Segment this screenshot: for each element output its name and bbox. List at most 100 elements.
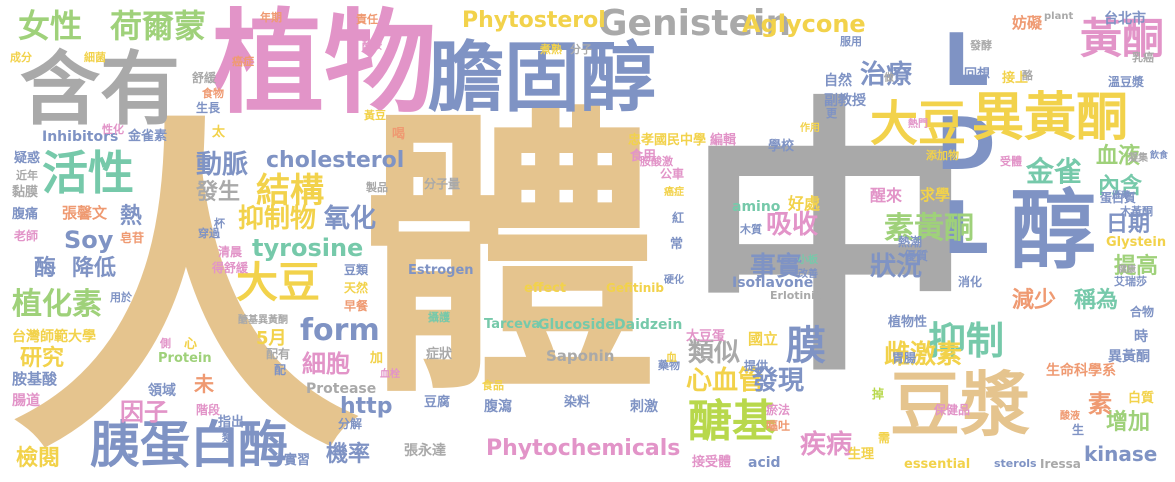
word-gaishan: 改善 xyxy=(798,269,818,280)
word-xinghua: 性化 xyxy=(102,123,124,136)
word-shishi: 事實 xyxy=(750,252,803,282)
word-qingchen: 清晨 xyxy=(218,245,243,259)
word-luoan: 酪胺 xyxy=(362,41,382,52)
word-su: 素 xyxy=(1088,390,1112,418)
word-zhangyongda: 張永達 xyxy=(404,443,446,459)
word-zengjia: 增加 xyxy=(1106,410,1151,435)
word-lei: 類 xyxy=(222,431,233,444)
word-xiaoban: 小板 xyxy=(798,255,818,266)
word-leisi: 類似 xyxy=(688,338,741,368)
word-chang: 常 xyxy=(670,237,684,252)
word-shehu: 攝護 xyxy=(428,311,450,324)
word-rechao: 熱潮 xyxy=(898,235,923,249)
word-zhipin: 製品 xyxy=(366,181,388,194)
word-zhiwu: 植物 xyxy=(212,0,436,129)
word-jinquesu: 金雀素 xyxy=(128,129,168,144)
word-aizheng: 癌症 xyxy=(232,55,254,68)
word-huangtong: 黃酮 xyxy=(1080,14,1165,63)
word-futong: 腹痛 xyxy=(12,207,39,222)
word-cijisu: 雌激素 xyxy=(884,340,963,370)
word-essential: essential xyxy=(904,457,971,472)
word-shipin: 食品 xyxy=(482,379,504,392)
word-shouti: 受體 xyxy=(1000,155,1022,168)
word-ningji: 凝集 xyxy=(1128,153,1148,164)
word-zuo: 做 xyxy=(884,73,894,84)
word-xueshuan: 血栓 xyxy=(380,369,400,380)
word-neihan: 內含 xyxy=(1098,174,1143,199)
word-saponin: Saponin xyxy=(546,347,615,365)
word-glucoside: Glucoside xyxy=(538,317,615,333)
word-guoli: 國立 xyxy=(748,330,779,348)
word-xishou: 吸收 xyxy=(766,210,819,240)
word-zhiwuxing: 植物性 xyxy=(888,315,928,330)
word-yinzi: 因子 xyxy=(120,398,168,426)
word-shiyong: 食用 xyxy=(630,149,657,164)
word-inhibitors: Inhibitors xyxy=(42,129,119,145)
word-nianqi: 年期 xyxy=(260,11,282,24)
word-yanjiu: 研究 xyxy=(20,346,65,371)
word-shengming: 生命科學系 xyxy=(1046,363,1116,379)
word-zhangxinwen: 張馨文 xyxy=(62,204,108,222)
word-protease: Protease xyxy=(306,381,377,397)
word-hong: 紅 xyxy=(672,211,685,225)
word-fenzi: 分子 xyxy=(570,43,592,56)
word-fenjie: 分解 xyxy=(338,417,363,431)
word-mo: 膜 xyxy=(786,323,826,369)
word-tangjiyihuangtong: 醣基異黃酮 xyxy=(238,315,288,326)
word-zhiliao: 治療 xyxy=(860,60,913,90)
word-xinxueguan: 心血管 xyxy=(686,366,765,396)
word-riqi: 日期 xyxy=(1106,212,1151,237)
word-bei: 杯 xyxy=(214,217,225,230)
word-anjisuan: 胺基酸 xyxy=(12,370,58,388)
word-ldl: LDL xyxy=(924,18,1008,270)
word-hewu: 合物 xyxy=(1130,305,1155,319)
word-weichang: 胃腸 xyxy=(892,351,917,365)
word-lingyu: 領域 xyxy=(148,383,176,399)
word-ce: 側 xyxy=(160,337,171,350)
word-changdao: 腸道 xyxy=(12,393,40,409)
word-jieduan: 階段 xyxy=(196,403,221,417)
word-bianji: 編輯 xyxy=(710,133,737,148)
word-airuisha: 艾瑞莎 xyxy=(1114,275,1147,288)
word-danguchun: 膽固醇 xyxy=(428,33,656,122)
word-diao: 掉 xyxy=(872,387,885,401)
word-plant: plant xyxy=(1044,11,1074,22)
word-zhuangkuang: 狀況 xyxy=(870,252,923,282)
word-fajiao: 發酵 xyxy=(970,39,992,52)
word-shengli: 生理 xyxy=(848,447,875,462)
word-chengwei: 稱為 xyxy=(1074,288,1119,313)
word-dongmai: 動脈 xyxy=(196,150,249,180)
word-wei: 未 xyxy=(194,372,214,396)
word-jibing: 疾病 xyxy=(800,430,853,460)
word-huixiang: 回想 xyxy=(964,67,991,82)
word-yaowu: 藥物 xyxy=(658,359,680,372)
word-zaocan: 早餐 xyxy=(344,299,369,313)
word-chun: 醇 xyxy=(1010,181,1096,281)
word-jia: 加 xyxy=(370,351,384,366)
word-zeren: 責任 xyxy=(356,13,378,26)
word-shixi: 實習 xyxy=(284,453,311,468)
word-ciji: 刺激 xyxy=(630,399,658,415)
word-chuanguo: 穿過 xyxy=(198,227,220,240)
word-yanghua: 氧化 xyxy=(324,204,377,234)
word-yinghua: 硬化 xyxy=(664,275,684,286)
word-muzhi: 木質 xyxy=(740,223,762,236)
word-dadoudan: 大豆蛋 xyxy=(686,329,726,344)
word-dadou-1: 大豆 xyxy=(870,96,967,152)
word-phytochemicals: Phytochemicals xyxy=(486,436,681,461)
word-ren: 人 xyxy=(10,89,360,482)
word-tigong: 提供 xyxy=(744,359,769,373)
word-iressa: Iressa xyxy=(1040,457,1081,471)
word-luo: 酪 xyxy=(1022,69,1033,82)
word-isoflavone: Isoflavone xyxy=(732,275,814,291)
word-zhushu: 煮熟 xyxy=(540,43,562,56)
word-kinase: kinase xyxy=(1084,442,1158,466)
word-outu: 嘔吐 xyxy=(766,419,791,433)
word-tai: 太 xyxy=(212,125,226,140)
word-soy: Soy xyxy=(64,226,114,254)
word-hanyou: 含有 xyxy=(20,43,180,136)
word-ti: 體 xyxy=(358,83,658,432)
word-aglycone: Aglycone xyxy=(742,10,866,38)
word-ziran: 自然 xyxy=(824,73,852,89)
